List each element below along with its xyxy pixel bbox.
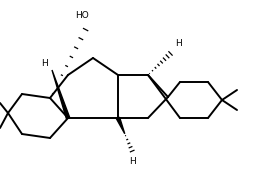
Text: H: H bbox=[176, 40, 182, 49]
Text: H: H bbox=[130, 158, 136, 166]
Text: H: H bbox=[42, 58, 48, 67]
Text: HO: HO bbox=[75, 10, 89, 19]
Polygon shape bbox=[116, 117, 125, 134]
Polygon shape bbox=[52, 70, 70, 118]
